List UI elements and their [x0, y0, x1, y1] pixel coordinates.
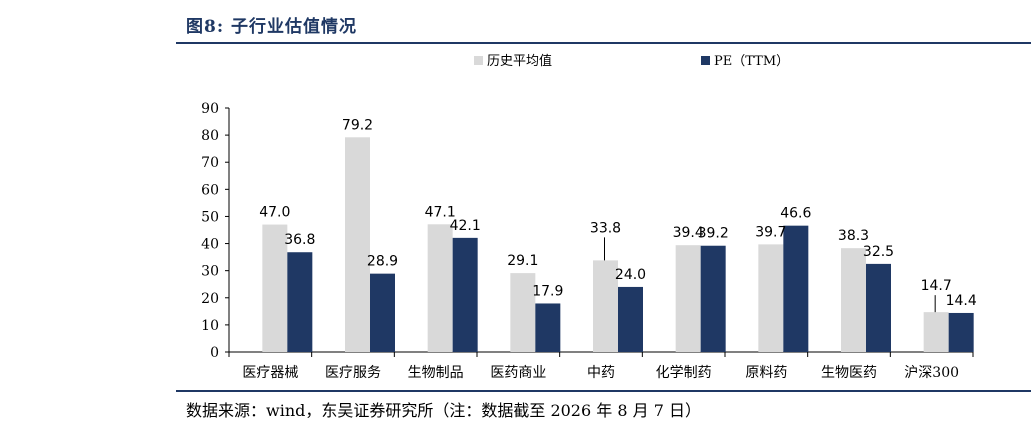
value-label-pe: 46.6 — [780, 206, 811, 222]
y-tick-label: 0 — [210, 345, 219, 361]
x-tick-label: 医疗服务 — [325, 365, 381, 381]
x-tick-label: 医疗器械 — [242, 365, 298, 381]
value-label-historical: 38.3 — [838, 228, 869, 244]
value-label-pe: 36.8 — [284, 232, 315, 248]
bar-historical-average — [345, 137, 370, 352]
bar-pe-ttm — [948, 312, 974, 352]
bar-historical-average — [675, 245, 701, 352]
bar-historical-average — [758, 244, 784, 352]
y-tick-label: 70 — [201, 155, 219, 171]
bar-pe-ttm — [618, 286, 643, 352]
bars — [262, 137, 974, 352]
bar-pe-ttm — [783, 225, 809, 352]
x-tick-label: 生物医药 — [821, 365, 877, 381]
value-label-historical: 39.4 — [673, 225, 704, 241]
bar-pe-ttm — [287, 252, 313, 352]
x-tick-label: 生物制品 — [408, 365, 464, 381]
value-label-historical: 39.7 — [755, 224, 786, 240]
legend-swatch-pe — [701, 56, 710, 65]
value-label-pe: 39.2 — [698, 226, 729, 242]
bar-historical-average — [593, 260, 618, 352]
bar-pe-ttm — [535, 303, 561, 352]
value-label-pe: 14.4 — [946, 293, 977, 309]
value-label-pe: 42.1 — [450, 218, 481, 234]
top-rule — [176, 42, 1031, 44]
x-tick-label: 化学制药 — [656, 365, 712, 381]
value-label-historical: 47.1 — [425, 204, 456, 220]
bar-pe-ttm — [700, 245, 726, 352]
value-label-pe: 28.9 — [367, 254, 398, 270]
bar-pe-ttm — [370, 273, 395, 352]
value-label-pe: 32.5 — [863, 244, 894, 260]
y-tick-label: 20 — [201, 291, 219, 307]
value-label-historical: 33.8 — [590, 220, 621, 236]
x-tick-label: 医药商业 — [490, 365, 546, 381]
x-tick-label: 中药 — [587, 365, 615, 381]
legend: 历史平均值 PE（TTM） — [474, 53, 789, 69]
value-label-historical: 47.0 — [259, 205, 290, 221]
y-tick-label: 40 — [201, 237, 219, 253]
bar-historical-average — [841, 248, 866, 352]
bottom-rule — [176, 390, 1031, 392]
legend-label-historical: 历史平均值 — [487, 53, 552, 69]
x-tick-label: 沪深300 — [904, 365, 959, 381]
y-tick-label: 80 — [201, 128, 219, 144]
bar-pe-ttm — [866, 263, 891, 352]
bar-historical-average — [427, 224, 453, 352]
y-tick-label: 60 — [201, 182, 219, 198]
bar-historical-average — [262, 224, 288, 352]
y-tick-label: 90 — [201, 101, 219, 117]
value-label-historical: 29.1 — [507, 253, 538, 269]
figure-title: 图8: 子行业估值情况 — [186, 17, 358, 37]
value-label-pe: 17.9 — [532, 283, 563, 299]
value-label-historical: 79.2 — [342, 117, 373, 133]
axes: 0 10 20 30 40 50 60 70 80 90 医疗器械 医疗服务 生物制品 医药商业 中药 化学制… — [201, 101, 974, 381]
bar-pe-ttm — [452, 237, 478, 352]
y-tick-label: 30 — [201, 264, 219, 280]
y-tick-label: 10 — [201, 318, 219, 334]
value-labels: 47.0 79.2 47.1 29.1 33.8 39.4 39.7 38.3 14.7 36.8… — [259, 117, 977, 313]
legend-label-pe: PE（TTM） — [714, 54, 789, 69]
source-note: 数据来源：wind，东吴证券研究所（注：数据截至 2026 年 8 月 7 日） — [186, 401, 701, 420]
x-tick-label: 原料药 — [745, 365, 787, 381]
bar-historical-average — [510, 273, 536, 352]
legend-swatch-historical — [474, 56, 483, 65]
y-tick-label: 50 — [201, 209, 219, 225]
value-label-historical: 14.7 — [921, 278, 952, 294]
bar-historical-average — [923, 312, 949, 352]
value-label-pe: 24.0 — [615, 267, 646, 283]
